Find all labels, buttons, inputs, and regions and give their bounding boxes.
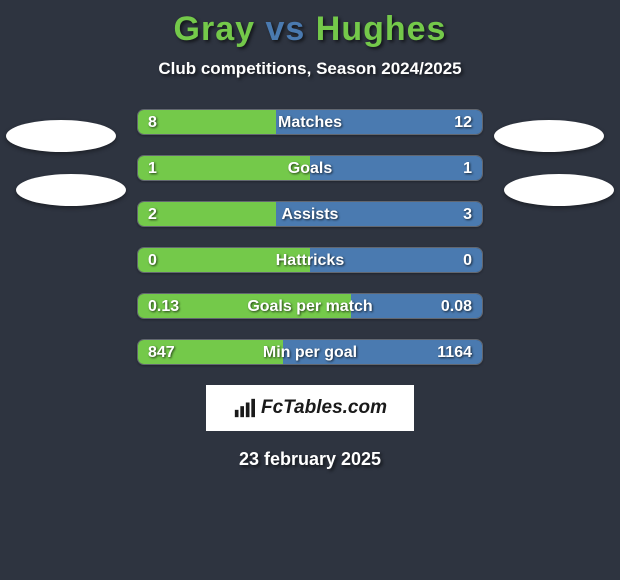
stat-value-left: 1 bbox=[148, 156, 157, 180]
stats-stage: Matches8 12 Goals1 1 Assists2 3 Hattricks0 0 Goa… bbox=[0, 109, 620, 365]
player2-name: Hughes bbox=[316, 10, 447, 48]
stat-value-left: 0.13 bbox=[148, 294, 179, 318]
stat-label: Goals per match bbox=[138, 294, 482, 318]
stat-label: Assists bbox=[138, 202, 482, 226]
brand-text: FcTables.com bbox=[261, 397, 387, 419]
stat-row: Goals1 1 bbox=[137, 155, 483, 181]
stat-row: Matches8 12 bbox=[137, 109, 483, 135]
stat-value-right: 12 bbox=[454, 110, 472, 134]
stat-row: Min per goal847 1164 bbox=[137, 339, 483, 365]
stat-label: Matches bbox=[138, 110, 482, 134]
stat-value-left: 847 bbox=[148, 340, 175, 364]
player1-marker-1 bbox=[6, 120, 116, 152]
stat-value-left: 0 bbox=[148, 248, 157, 272]
stat-row: Assists2 3 bbox=[137, 201, 483, 227]
player1-marker-2 bbox=[16, 174, 126, 206]
player2-marker-1 bbox=[494, 120, 604, 152]
stat-label: Goals bbox=[138, 156, 482, 180]
comparison-title: Gray vs Hughes bbox=[0, 0, 620, 49]
player2-marker-2 bbox=[504, 174, 614, 206]
stat-rows: Matches8 12 Goals1 1 Assists2 3 Hattricks0 0 Goa… bbox=[137, 109, 483, 365]
stat-value-left: 8 bbox=[148, 110, 157, 134]
stat-value-right: 1 bbox=[463, 156, 472, 180]
date-text: 23 february 2025 bbox=[0, 449, 620, 470]
subtitle: Club competitions, Season 2024/2025 bbox=[0, 59, 620, 79]
stat-value-right: 1164 bbox=[437, 340, 472, 364]
player1-name: Gray bbox=[174, 10, 256, 48]
stat-label: Min per goal bbox=[138, 340, 482, 364]
brand-badge: FcTables.com bbox=[206, 385, 414, 431]
bars-icon bbox=[233, 397, 255, 419]
stat-value-right: 0.08 bbox=[441, 294, 472, 318]
stat-value-right: 3 bbox=[463, 202, 472, 226]
stat-row: Hattricks0 0 bbox=[137, 247, 483, 273]
stat-label: Hattricks bbox=[138, 248, 482, 272]
stat-value-right: 0 bbox=[463, 248, 472, 272]
stat-row: Goals per match0.13 0.08 bbox=[137, 293, 483, 319]
vs-text: vs bbox=[265, 10, 305, 48]
stat-value-left: 2 bbox=[148, 202, 157, 226]
